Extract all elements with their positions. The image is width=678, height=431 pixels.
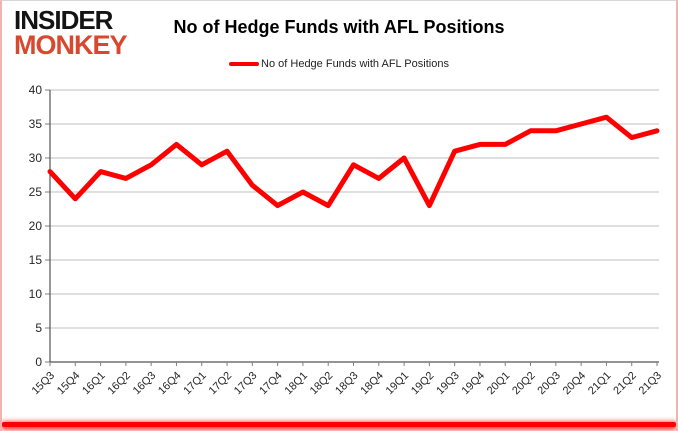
legend-line-marker	[229, 62, 260, 66]
y-axis-label: 10	[29, 287, 43, 301]
logo-text-insider: INSIDER	[14, 5, 113, 35]
y-axis-label: 20	[29, 219, 43, 233]
x-axis-label: 17Q2	[207, 370, 235, 398]
x-axis-label: 17Q4	[257, 370, 285, 398]
x-axis-label: 18Q1	[283, 370, 311, 398]
x-axis-label: 20Q1	[485, 370, 513, 398]
x-axis-label: 19Q4	[460, 370, 488, 398]
legend-label: No of Hedge Funds with AFL Positions	[261, 58, 449, 70]
y-axis-label: 35	[29, 117, 43, 131]
x-axis-label: 15Q4	[55, 370, 83, 398]
x-axis-label: 20Q3	[535, 370, 563, 398]
y-axis-label: 30	[29, 151, 43, 165]
y-axis-label: 25	[29, 185, 43, 199]
x-axis-label: 19Q1	[384, 370, 412, 398]
x-axis-label: 16Q1	[80, 370, 108, 398]
y-axis-label: 15	[29, 253, 43, 267]
x-axis-label: 18Q2	[308, 370, 336, 398]
x-axis-label: 20Q4	[561, 370, 589, 398]
red-bottom-bar	[2, 422, 676, 427]
x-axis-label: 21Q3	[637, 370, 665, 398]
insider-monkey-logo: INSIDER MONKEY	[14, 5, 128, 60]
chart-title: No of Hedge Funds with AFL Positions	[173, 17, 505, 37]
y-axis-label: 0	[35, 355, 42, 369]
x-axis-label: 16Q4	[156, 370, 184, 398]
y-axis-label: 5	[35, 321, 42, 335]
x-axis-label: 15Q3	[30, 370, 58, 398]
y-axis-label: 40	[29, 83, 43, 97]
x-axis-label: 18Q4	[358, 370, 386, 398]
x-axis-label: 20Q2	[510, 370, 538, 398]
x-axis-label: 21Q2	[611, 370, 639, 398]
x-axis-label: 18Q3	[333, 370, 361, 398]
x-axis-label: 17Q3	[232, 370, 260, 398]
chart-legend: No of Hedge Funds with AFL Positions	[2, 58, 676, 70]
x-axis-label: 16Q3	[131, 370, 159, 398]
x-axis-label: 19Q3	[434, 370, 462, 398]
x-axis-label: 19Q2	[409, 370, 437, 398]
logo-text-monkey: MONKEY	[14, 29, 128, 60]
x-axis-label: 16Q2	[105, 370, 133, 398]
data-line	[47, 114, 660, 209]
x-axis-label: 21Q1	[586, 370, 614, 398]
x-axis-label: 17Q1	[181, 370, 209, 398]
